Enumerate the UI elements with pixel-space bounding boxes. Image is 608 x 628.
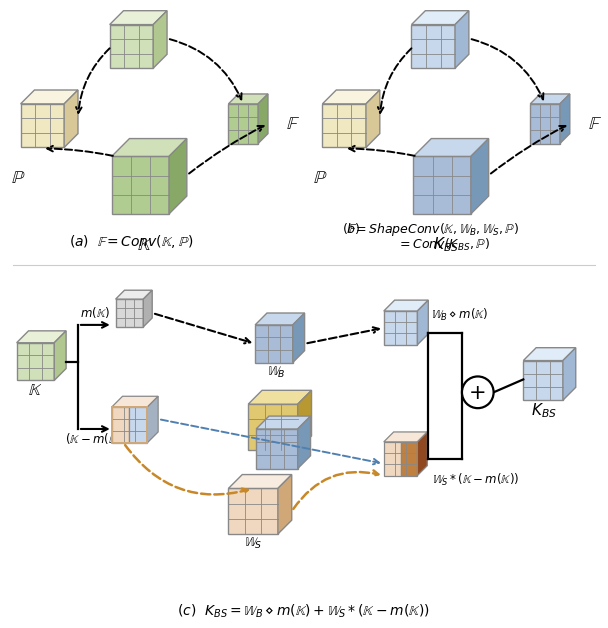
Polygon shape xyxy=(401,442,418,475)
Polygon shape xyxy=(16,331,66,343)
Polygon shape xyxy=(255,325,292,362)
Polygon shape xyxy=(384,311,418,345)
Polygon shape xyxy=(112,156,169,214)
Text: $(a)$  $\mathbb{F} = Conv(\mathbb{K}, \mathbb{P})$: $(a)$ $\mathbb{F} = Conv(\mathbb{K}, \ma… xyxy=(69,232,194,249)
Polygon shape xyxy=(147,396,158,443)
Polygon shape xyxy=(143,290,152,327)
Text: $\mathbb{W}_B \diamond m(\mathbb{K})$: $\mathbb{W}_B \diamond m(\mathbb{K})$ xyxy=(431,307,489,323)
Text: $\mathbb{P}$: $\mathbb{P}$ xyxy=(12,170,26,187)
Text: $\mathbb{K}$: $\mathbb{K}$ xyxy=(29,382,43,399)
Text: $\boldsymbol{K_{BS}}$: $\boldsymbol{K_{BS}}$ xyxy=(434,236,459,254)
Text: $(b)$: $(b)$ xyxy=(342,220,361,236)
Polygon shape xyxy=(256,416,311,429)
Polygon shape xyxy=(298,416,311,468)
Polygon shape xyxy=(109,24,153,68)
Polygon shape xyxy=(54,331,66,381)
Polygon shape xyxy=(384,300,428,311)
Polygon shape xyxy=(153,11,167,68)
Polygon shape xyxy=(418,432,427,475)
Text: $\mathbb{F}$: $\mathbb{F}$ xyxy=(286,115,300,133)
Polygon shape xyxy=(112,396,158,407)
Text: $(\mathbb{K}-m(\mathbb{K}))$: $(\mathbb{K}-m(\mathbb{K}))$ xyxy=(65,431,126,446)
Polygon shape xyxy=(413,139,489,156)
Polygon shape xyxy=(412,11,469,24)
Polygon shape xyxy=(130,407,147,443)
Polygon shape xyxy=(112,407,130,443)
Polygon shape xyxy=(278,475,292,534)
Polygon shape xyxy=(292,313,305,362)
Polygon shape xyxy=(255,313,305,325)
Polygon shape xyxy=(366,90,380,148)
Polygon shape xyxy=(16,343,54,381)
Polygon shape xyxy=(563,348,576,400)
Text: +: + xyxy=(469,383,486,403)
Polygon shape xyxy=(560,94,570,144)
Polygon shape xyxy=(322,104,366,148)
Text: $(c)$  $\boldsymbol{K_{BS}} = \mathbb{W}_B \diamond m(\mathbb{K}) + \mathbb{W}_S: $(c)$ $\boldsymbol{K_{BS}} = \mathbb{W}_… xyxy=(177,602,430,620)
Polygon shape xyxy=(229,104,258,144)
Polygon shape xyxy=(530,94,570,104)
Polygon shape xyxy=(229,475,292,489)
Polygon shape xyxy=(229,94,268,104)
Polygon shape xyxy=(523,360,563,400)
Text: $\mathbb{P}$: $\mathbb{P}$ xyxy=(313,170,328,187)
Text: $\mathbb{F} = ShapeConv(\mathbb{K}, \mathbb{W}_B, \mathbb{W}_S, \mathbb{P})$: $\mathbb{F} = ShapeConv(\mathbb{K}, \mat… xyxy=(347,220,519,238)
Polygon shape xyxy=(256,429,298,468)
Polygon shape xyxy=(455,11,469,68)
Polygon shape xyxy=(21,90,78,104)
Polygon shape xyxy=(258,94,268,144)
Text: $=Conv(\boldsymbol{K_{BS}}, \mathbb{P})$: $=Conv(\boldsymbol{K_{BS}}, \mathbb{P})$ xyxy=(397,237,489,252)
Text: $\mathbb{W}_S * (\mathbb{K}-m(\mathbb{K}))$: $\mathbb{W}_S * (\mathbb{K}-m(\mathbb{K}… xyxy=(432,472,520,487)
Polygon shape xyxy=(298,391,311,450)
Text: $\mathbb{K}$: $\mathbb{K}$ xyxy=(137,236,152,254)
Polygon shape xyxy=(116,299,143,327)
Text: $\mathbb{F}$: $\mathbb{F}$ xyxy=(587,115,601,133)
Polygon shape xyxy=(418,300,428,345)
Text: $\mathbb{W}_S$: $\mathbb{W}_S$ xyxy=(244,536,263,551)
Text: $\mathbb{W}_B$: $\mathbb{W}_B$ xyxy=(266,364,285,379)
Polygon shape xyxy=(384,432,427,442)
Polygon shape xyxy=(229,489,278,534)
Polygon shape xyxy=(112,139,187,156)
Polygon shape xyxy=(523,348,576,360)
Text: $m(\mathbb{K})$: $m(\mathbb{K})$ xyxy=(80,305,109,320)
Polygon shape xyxy=(64,90,78,148)
Polygon shape xyxy=(530,104,560,144)
Text: $\boldsymbol{K_{BS}}$: $\boldsymbol{K_{BS}}$ xyxy=(531,401,557,420)
Circle shape xyxy=(462,376,494,408)
Polygon shape xyxy=(116,290,152,299)
Polygon shape xyxy=(21,104,64,148)
Polygon shape xyxy=(413,156,471,214)
Polygon shape xyxy=(169,139,187,214)
Polygon shape xyxy=(471,139,489,214)
Polygon shape xyxy=(248,391,311,404)
Polygon shape xyxy=(109,11,167,24)
Polygon shape xyxy=(384,442,401,475)
Polygon shape xyxy=(412,24,455,68)
Polygon shape xyxy=(248,404,298,450)
Polygon shape xyxy=(322,90,380,104)
